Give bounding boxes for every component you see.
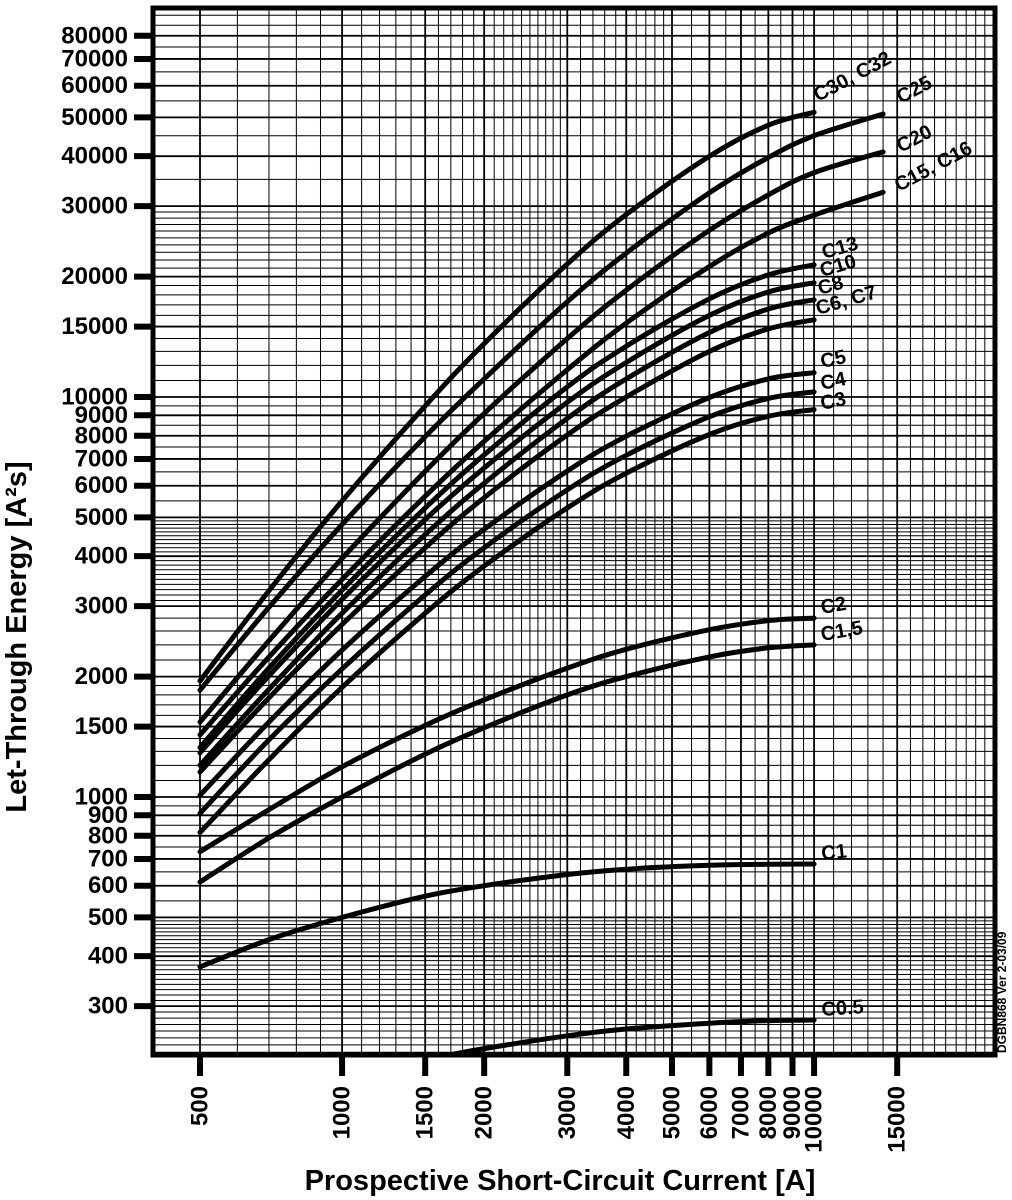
grid-minor bbox=[153, 8, 995, 1055]
curve-label-c30-c32: C30, C32 bbox=[810, 47, 895, 106]
y-tick-label-1500: 1500 bbox=[75, 713, 128, 740]
x-tick-label-1500: 1500 bbox=[412, 1086, 439, 1139]
x-tick-label-2000: 2000 bbox=[471, 1086, 498, 1139]
y-tick-label-500: 500 bbox=[88, 904, 128, 931]
y-tick-label-7000: 7000 bbox=[75, 445, 128, 472]
x-tick-label-9000: 9000 bbox=[779, 1086, 806, 1139]
curve-label-c2: C2 bbox=[819, 593, 848, 619]
curve-label-c0.5: C0.5 bbox=[821, 996, 865, 1021]
x-tick-label-1000: 1000 bbox=[329, 1086, 356, 1139]
y-tick-label-40000: 40000 bbox=[61, 143, 128, 170]
curve-c1-5 bbox=[197, 642, 817, 885]
document-version-watermark: DGBN868 Ver 2-03/09 bbox=[995, 931, 1009, 1053]
y-tick-label-9000: 9000 bbox=[75, 402, 128, 429]
y-tick-label-300: 300 bbox=[88, 993, 128, 1020]
curve-c4 bbox=[197, 389, 817, 816]
curve-c2 bbox=[197, 615, 817, 855]
curves bbox=[197, 109, 886, 1058]
y-tick-label-3000: 3000 bbox=[75, 593, 128, 620]
x-tick-label-500: 500 bbox=[187, 1086, 214, 1126]
y-tick-label-600: 600 bbox=[88, 872, 128, 899]
y-tick-label-6000: 6000 bbox=[75, 472, 128, 499]
y-tick-label-80000: 80000 bbox=[61, 22, 128, 49]
curve-label-c20: C20 bbox=[893, 121, 936, 158]
curve-label-c4: C4 bbox=[818, 368, 848, 395]
x-axis-title: Prospective Short-Circuit Current [A] bbox=[305, 1165, 816, 1197]
x-tick-label-3000: 3000 bbox=[554, 1086, 581, 1139]
y-tick-label-400: 400 bbox=[88, 943, 128, 970]
y-tick-label-30000: 30000 bbox=[61, 193, 128, 220]
y-tick-label-10000: 10000 bbox=[61, 384, 128, 411]
curve-label-c25: C25 bbox=[893, 72, 936, 109]
axis-ticks bbox=[134, 32, 901, 1076]
curve-label-c1: C1 bbox=[820, 840, 848, 865]
y-tick-label-8000: 8000 bbox=[75, 422, 128, 449]
curve-c10 bbox=[197, 280, 817, 756]
x-tick-label-6000: 6000 bbox=[696, 1086, 723, 1139]
y-tick-label-2000: 2000 bbox=[75, 663, 128, 690]
x-tick-label-7000: 7000 bbox=[727, 1086, 754, 1139]
y-tick-label-700: 700 bbox=[88, 845, 128, 872]
curve-c30-c32 bbox=[197, 109, 817, 684]
curve-label-c1-5: C1,5 bbox=[819, 617, 864, 646]
curve-c1 bbox=[197, 861, 817, 970]
y-tick-label-50000: 50000 bbox=[61, 104, 128, 131]
plot-frame bbox=[150, 5, 998, 1058]
curve-c5 bbox=[197, 370, 817, 798]
curve-c6-c7 bbox=[197, 317, 817, 775]
x-tick-label-4000: 4000 bbox=[613, 1086, 640, 1139]
y-tick-label-800: 800 bbox=[88, 822, 128, 849]
y-tick-label-4000: 4000 bbox=[75, 543, 128, 570]
curve-label-c5: C5 bbox=[818, 346, 848, 373]
y-tick-label-5000: 5000 bbox=[75, 504, 128, 531]
curve-label-c3: C3 bbox=[818, 388, 848, 415]
x-tick-label-8000: 8000 bbox=[755, 1086, 782, 1139]
x-tick-label-10000: 10000 bbox=[801, 1086, 828, 1153]
curve-c25 bbox=[197, 111, 886, 693]
x-tick-label-5000: 5000 bbox=[659, 1086, 686, 1139]
y-tick-label-60000: 60000 bbox=[61, 72, 128, 99]
y-tick-label-20000: 20000 bbox=[61, 263, 128, 290]
curve-c15-c16 bbox=[197, 189, 886, 738]
y-tick-label-70000: 70000 bbox=[61, 45, 128, 72]
curve-c8 bbox=[197, 297, 817, 768]
axis-tick-labels: 3004005006007008009001000150020003000400… bbox=[61, 22, 910, 1152]
curve-c13 bbox=[197, 262, 817, 750]
y-axis-title: Let-Through Energy [A²s] bbox=[1, 461, 33, 812]
curve-c20 bbox=[197, 149, 886, 725]
y-tick-label-15000: 15000 bbox=[61, 313, 128, 340]
y-tick-label-900: 900 bbox=[88, 802, 128, 829]
curve-c0.5 bbox=[448, 1017, 817, 1058]
curve-c3 bbox=[197, 407, 817, 835]
y-tick-label-1000: 1000 bbox=[75, 784, 128, 811]
x-tick-label-15000: 15000 bbox=[884, 1086, 911, 1153]
